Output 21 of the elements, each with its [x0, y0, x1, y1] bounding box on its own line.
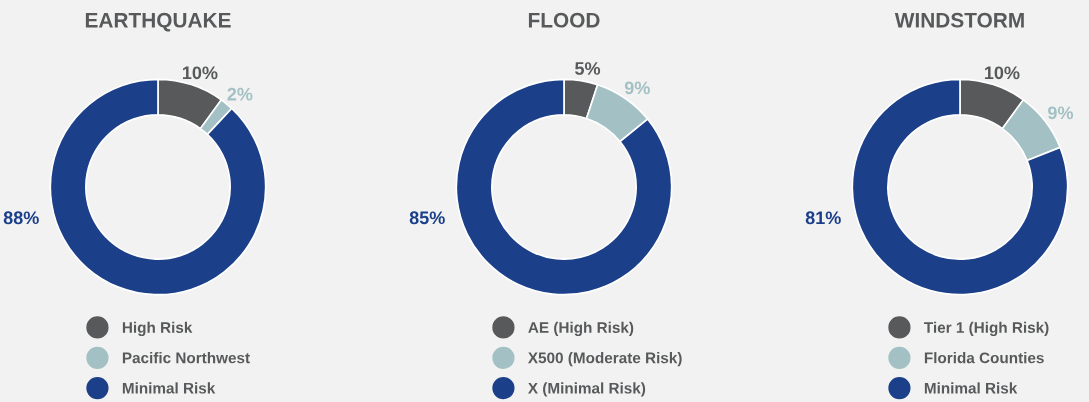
data-label: 5%: [575, 62, 601, 75]
legend-label: Minimal Risk: [924, 382, 1018, 394]
legend-label: Florida Counties: [924, 352, 1044, 364]
data-label: 81%: [805, 211, 841, 225]
legend-label: X500 (Moderate Risk): [528, 352, 682, 367]
data-label: 10%: [182, 66, 218, 80]
data-label: 9%: [1048, 106, 1074, 120]
legend-label: High Risk: [122, 321, 193, 337]
legend-label: AE (High Risk): [528, 321, 634, 337]
data-label: 9%: [624, 81, 650, 95]
chart-title: FLOOD: [528, 12, 600, 28]
data-label: 10%: [984, 66, 1020, 80]
legend-label: X (Minimal Risk): [528, 382, 646, 397]
legend-label: Pacific Northwest: [122, 352, 250, 364]
chart-title: EARTHQUAKE: [85, 12, 231, 32]
legend-label: Tier 1 (High Risk): [924, 321, 1049, 337]
data-label: 2%: [227, 87, 253, 101]
data-label: 88%: [3, 211, 39, 225]
legend-label: Minimal Risk: [122, 382, 216, 394]
data-label: 85%: [409, 211, 445, 225]
chart-title: WINDSTORM: [894, 12, 1024, 28]
